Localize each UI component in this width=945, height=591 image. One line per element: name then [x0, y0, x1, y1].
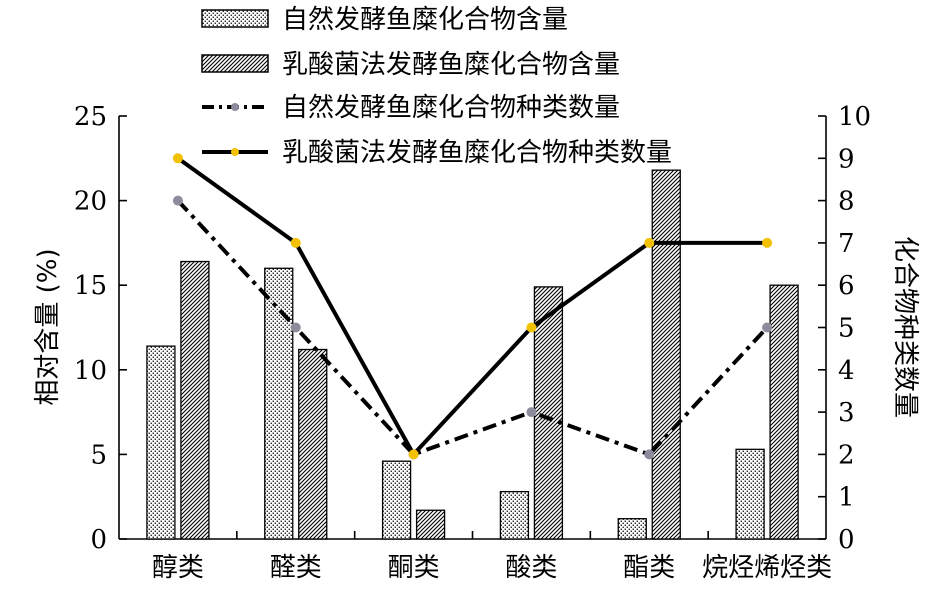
x-tick-label: 醇类: [152, 553, 204, 583]
y-right-tick-label: 6: [838, 271, 855, 301]
legend-label: 乳酸菌法发酵鱼糜化合物种类数量: [282, 138, 672, 168]
bars: [146, 169, 799, 540]
line-marker-dashed: [762, 322, 773, 333]
bar-dots: [381, 460, 412, 540]
line-marker-solid: [762, 237, 773, 248]
legend-marker: [231, 103, 239, 111]
bar-dots: [264, 267, 294, 540]
bar-hatch: [651, 169, 681, 540]
legend-swatch-hatch: [201, 54, 269, 73]
legend-swatch-dots: [201, 9, 269, 28]
legend-label: 自然发酵鱼糜化合物含量: [282, 5, 568, 35]
series-line-solid: [176, 156, 768, 457]
y-axis-right-title: 化合物种类数量: [890, 236, 920, 418]
bar-dots: [735, 448, 765, 540]
y-left-tick-label: 10: [74, 356, 107, 386]
x-tick-label: 醛类: [270, 553, 322, 583]
bar-hatch: [769, 284, 799, 540]
legend-item-natural-count: 自然发酵鱼糜化合物种类数量: [202, 93, 620, 123]
y-right-tick-label: 5: [838, 314, 855, 344]
y-left-tick-label: 15: [74, 271, 107, 301]
legend: 自然发酵鱼糜化合物含量 乳酸菌法发酵鱼糜化合物含量 自然发酵鱼糜化合物种类数量 …: [201, 5, 672, 168]
y-right-tick-label: 9: [838, 144, 855, 174]
line-marker-solid: [290, 237, 301, 248]
axes: 0 5 10 15 20 25 0 1 2 3 4 5 6 7 8 9 10: [74, 102, 871, 555]
y-right-tick-label: 3: [838, 398, 855, 428]
x-tick-label: 烷烃烯烃类: [702, 553, 832, 583]
y-axis-left-title: 相对含量 (%): [33, 248, 63, 405]
y-right-tick-label: 8: [838, 187, 855, 217]
line-marker-solid: [408, 449, 419, 460]
bar-dots: [617, 518, 647, 540]
y-left-tick-label: 0: [90, 525, 107, 555]
legend-label: 自然发酵鱼糜化合物种类数量: [282, 93, 620, 123]
legend-item-natural-content: 自然发酵鱼糜化合物含量: [201, 5, 568, 35]
y-left-tick-label: 20: [74, 187, 107, 217]
y-right-tick-label: 4: [838, 356, 855, 386]
y-right-tick-label: 0: [838, 525, 855, 555]
bar-hatch: [533, 286, 564, 540]
legend-label: 乳酸菌法发酵鱼糜化合物含量: [282, 50, 620, 80]
y-right-tick-label: 2: [838, 440, 855, 470]
bar-hatch: [298, 348, 328, 540]
x-axis-labels: 醇类 醛类 酮类 酸类 酯类 烷烃烯烃类: [152, 553, 832, 583]
legend-marker: [231, 148, 239, 156]
line-marker-dashed: [644, 449, 655, 460]
x-tick-label: 酸类: [505, 553, 557, 583]
y-right-tick-label: 10: [838, 102, 871, 132]
line-marker-dashed: [526, 407, 537, 418]
line-marker-dashed: [172, 195, 183, 206]
lines: [172, 153, 773, 460]
line-marker-dashed: [290, 322, 301, 333]
y-left-tick-label: 25: [74, 102, 107, 132]
line-marker-solid: [644, 237, 655, 248]
bar-hatch: [415, 509, 446, 540]
y-left-tick-label: 5: [90, 440, 107, 470]
legend-item-lab-content: 乳酸菌法发酵鱼糜化合物含量: [201, 50, 620, 80]
bar-dots: [146, 345, 176, 540]
x-tick-label: 酮类: [388, 553, 440, 583]
x-tick-label: 酯类: [623, 553, 675, 583]
bar-hatch: [180, 260, 210, 540]
line-marker-solid: [526, 322, 537, 333]
line-marker-solid: [172, 153, 183, 164]
legend-item-lab-count: 乳酸菌法发酵鱼糜化合物种类数量: [202, 138, 672, 168]
bar-dots: [499, 490, 530, 540]
y-right-tick-label: 7: [838, 229, 855, 259]
y-right-tick-label: 1: [838, 483, 855, 513]
